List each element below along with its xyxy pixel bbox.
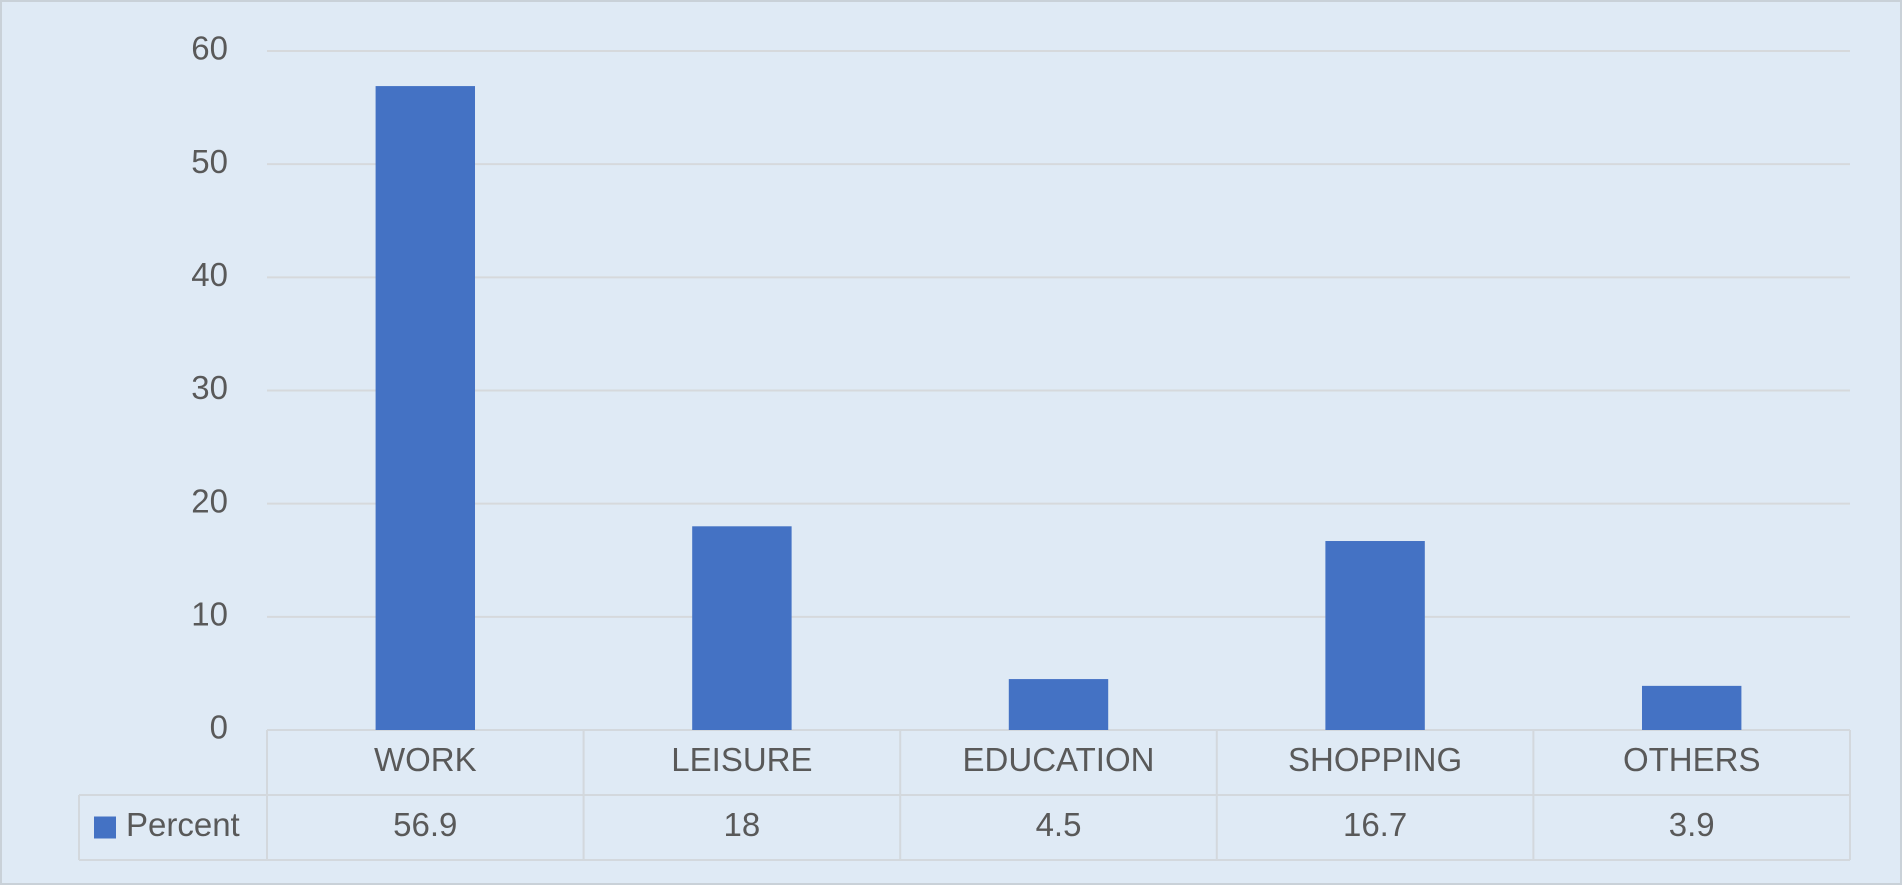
legend-swatch [94,816,116,839]
y-tick-label: 40 [191,256,228,293]
x-tick-label: LEISURE [671,741,812,778]
table-value: 3.9 [1669,806,1715,843]
table-value: 18 [724,806,761,843]
y-tick-label: 50 [191,143,228,180]
bar [1325,541,1425,730]
table-value: 4.5 [1036,806,1082,843]
bar [1008,679,1109,730]
bar [692,526,792,730]
y-tick-label: 60 [191,30,228,67]
legend-label: Percent [126,806,240,843]
y-tick-label: 20 [191,482,228,519]
bar [1641,685,1742,730]
x-tick-label: OTHERS [1623,741,1761,778]
table-value: 56.9 [393,806,457,843]
x-tick-label: EDUCATION [963,741,1155,778]
bar [375,86,476,730]
table-value: 16.7 [1343,806,1407,843]
y-tick-label: 10 [191,596,228,633]
y-tick-label: 0 [210,709,228,746]
x-tick-label: SHOPPING [1288,741,1462,778]
x-tick-label: WORK [374,741,477,778]
y-tick-label: 30 [191,369,228,406]
